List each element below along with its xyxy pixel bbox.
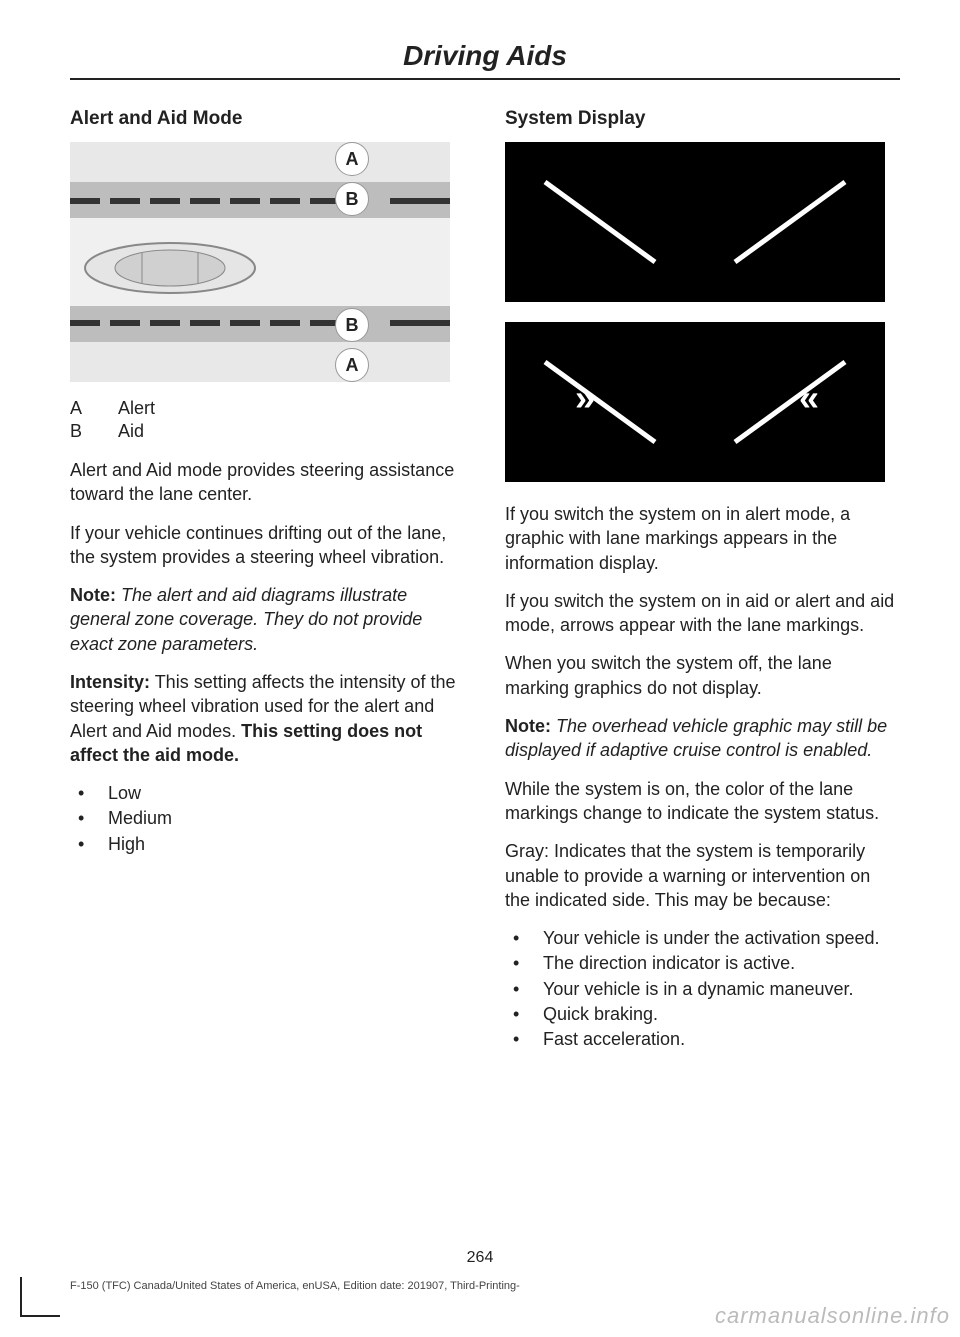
left-para1: Alert and Aid mode provides steering ass… (70, 458, 465, 507)
right-para4: While the system is on, the color of the… (505, 777, 900, 826)
display-panel-bottom: » « (505, 322, 885, 482)
lane-marking-bottom (70, 320, 450, 326)
zone-alert-top (70, 142, 450, 182)
system-display-diagram: » « (505, 142, 885, 482)
list-item: The direction indicator is active. (505, 951, 900, 976)
title-rule (70, 78, 900, 80)
note-label: Note: (70, 585, 116, 605)
chevron-right-icon: » (575, 377, 591, 419)
diagram-label-B-bottom: B (335, 308, 369, 342)
diagram-label-B-top: B (335, 182, 369, 216)
lane-marking-top (70, 198, 450, 204)
display-panel-top (505, 142, 885, 302)
list-item: Your vehicle is under the activation spe… (505, 926, 900, 951)
page-title: Driving Aids (70, 40, 900, 72)
left-para2: If your vehicle continues drifting out o… (70, 521, 465, 570)
vehicle-icon (80, 238, 260, 298)
left-column: Alert and Aid Mode A B (70, 108, 465, 1066)
page-number: 264 (0, 1249, 960, 1267)
watermark: carmanualsonline.info (715, 1303, 950, 1329)
right-heading: System Display (505, 108, 900, 130)
legend-key: B (70, 421, 92, 442)
list-item: Your vehicle is in a dynamic maneuver. (505, 977, 900, 1002)
list-item: Low (70, 781, 465, 806)
intensity-label: Intensity: (70, 672, 150, 692)
note-label: Note: (505, 716, 551, 736)
legend-row: A Alert (70, 398, 465, 419)
alert-aid-diagram: A B B A (70, 142, 450, 382)
footer-text: F-150 (TFC) Canada/United States of Amer… (70, 1280, 520, 1292)
legend-value: Aid (118, 421, 144, 442)
diagram-legend: A Alert B Aid (70, 398, 465, 442)
left-heading: Alert and Aid Mode (70, 108, 465, 130)
list-item: Medium (70, 806, 465, 831)
crop-mark-icon (20, 1277, 60, 1317)
list-item: Quick braking. (505, 1002, 900, 1027)
diagram-label-A-top: A (335, 142, 369, 176)
note-text: The alert and aid diagrams illustrate ge… (70, 585, 422, 654)
list-item: High (70, 832, 465, 857)
legend-value: Alert (118, 398, 155, 419)
right-para2: If you switch the system on in aid or al… (505, 589, 900, 638)
intensity-levels: Low Medium High (70, 781, 465, 857)
right-note: Note: The overhead vehicle graphic may s… (505, 714, 900, 763)
chevron-left-icon: « (799, 377, 815, 419)
legend-key: A (70, 398, 92, 419)
content-columns: Alert and Aid Mode A B (70, 108, 900, 1066)
right-para3: When you switch the system off, the lane… (505, 651, 900, 700)
zone-alert-bottom (70, 342, 450, 382)
display-gap (505, 302, 885, 322)
right-para1: If you switch the system on in alert mod… (505, 502, 900, 575)
diagram-label-A-bottom: A (335, 348, 369, 382)
gray-reasons: Your vehicle is under the activation spe… (505, 926, 900, 1052)
list-item: Fast acceleration. (505, 1027, 900, 1052)
note-text: The overhead vehicle graphic may still b… (505, 716, 887, 760)
right-para5: Gray: Indicates that the system is tempo… (505, 839, 900, 912)
right-column: System Display » « If you switch the sys… (505, 108, 900, 1066)
left-note: Note: The alert and aid diagrams illustr… (70, 583, 465, 656)
left-intensity: Intensity: This setting affects the inte… (70, 670, 465, 767)
legend-row: B Aid (70, 421, 465, 442)
